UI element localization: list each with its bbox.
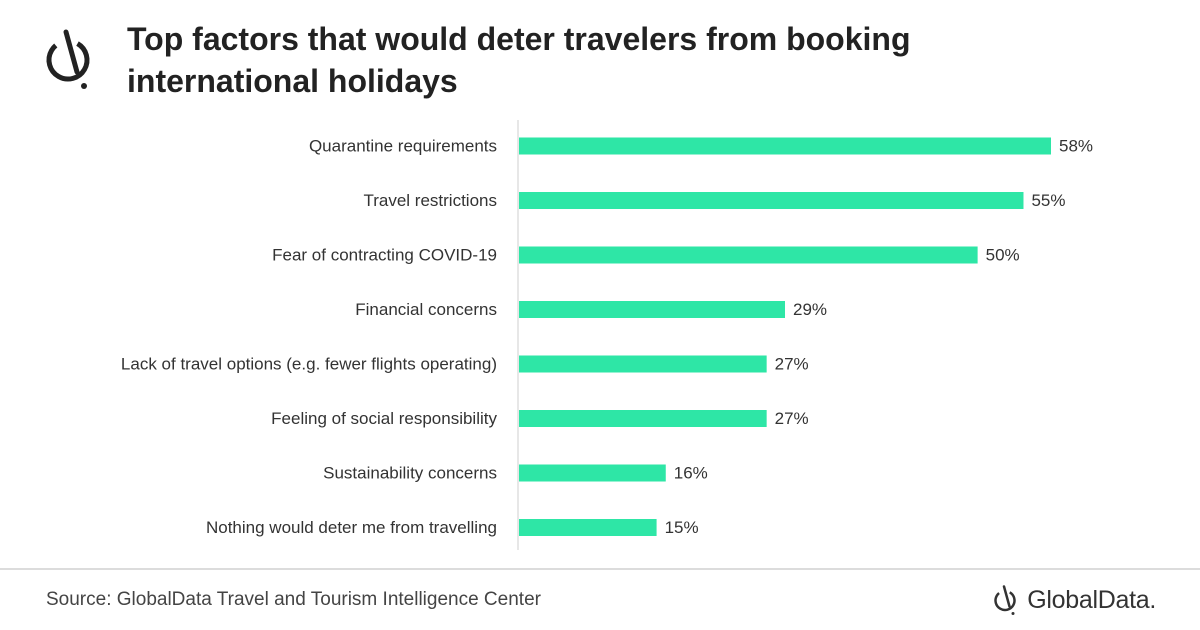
source-note: Source: GlobalData Travel and Tourism In… [46, 589, 541, 610]
bar [519, 192, 1024, 209]
category-label: Travel restrictions [363, 191, 497, 210]
bar [519, 410, 767, 427]
data-label: 29% [793, 300, 827, 319]
bar [519, 519, 657, 536]
bar-chart: Quarantine requirements 58% Travel restric… [121, 120, 1093, 550]
bar [519, 301, 785, 318]
chart-title: Top factors that would deter travelers f… [127, 21, 911, 99]
globaldata-logo-icon [46, 29, 90, 89]
brand-name: GlobalData. [1027, 585, 1156, 614]
data-label: 55% [1031, 191, 1065, 210]
bar [519, 355, 767, 373]
data-label: 27% [775, 355, 809, 374]
bar [519, 246, 978, 264]
footer-divider [0, 568, 1200, 570]
data-label: 50% [986, 246, 1020, 265]
data-label: 58% [1059, 137, 1093, 156]
category-label: Sustainability concerns [323, 464, 497, 483]
brand-logo: GlobalData. [993, 584, 1156, 616]
category-label: Fear of contracting COVID-19 [272, 246, 497, 265]
data-label: 27% [775, 409, 809, 428]
category-label: Quarantine requirements [309, 137, 497, 156]
globaldata-clock-icon [994, 585, 1017, 615]
category-label: Financial concerns [355, 300, 497, 319]
category-label: Feeling of social responsibility [271, 409, 497, 428]
category-label: Lack of travel options (e.g. fewer fligh… [121, 355, 497, 374]
bar [519, 464, 666, 482]
category-label: Nothing would deter me from travelling [206, 518, 497, 537]
data-label: 16% [674, 464, 708, 483]
bar [519, 137, 1051, 155]
data-label: 15% [665, 518, 699, 537]
